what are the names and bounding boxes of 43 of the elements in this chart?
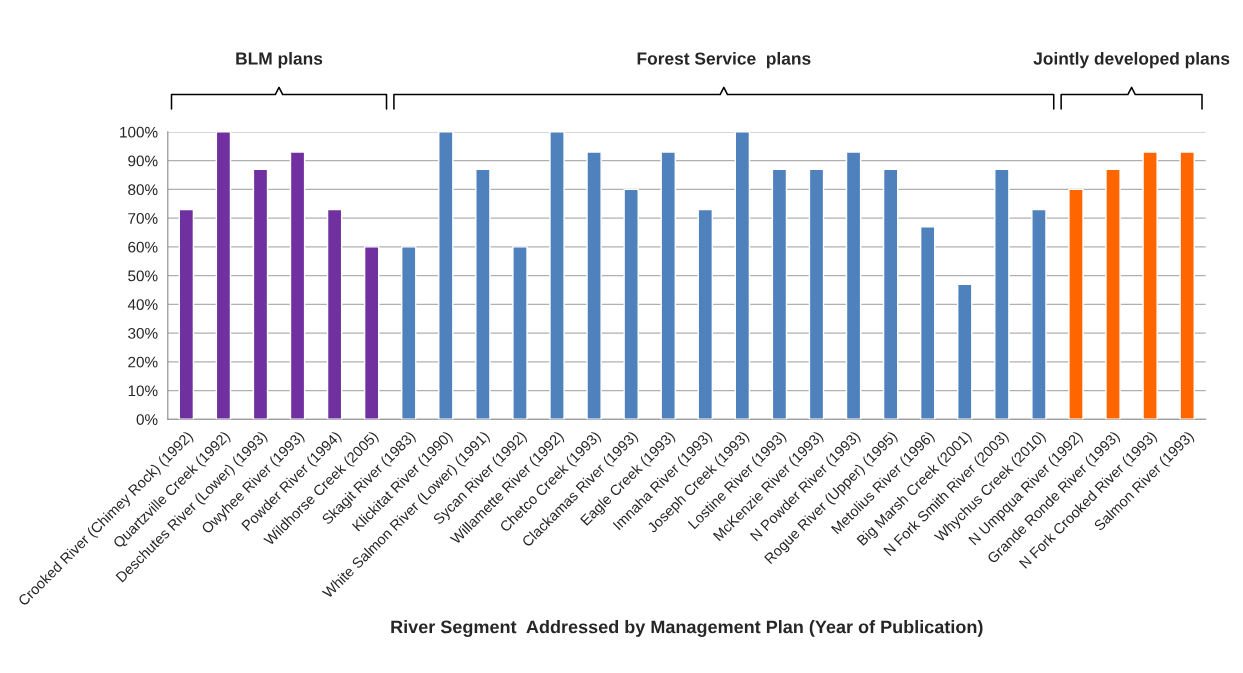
bar	[252, 168, 269, 420]
bar	[401, 246, 417, 420]
bar	[845, 151, 862, 420]
bar	[289, 151, 306, 420]
y-tick-label: 40%	[127, 299, 158, 311]
bar	[326, 208, 343, 420]
bar	[475, 168, 491, 420]
bar	[957, 283, 973, 420]
text: BLM plans	[236, 51, 323, 69]
bar	[994, 168, 1010, 420]
bar	[215, 131, 232, 420]
y-tick-label: 20%	[128, 356, 158, 368]
y-tick-label: 70%	[128, 212, 158, 224]
y-tick-label: 100%	[120, 126, 158, 138]
bar	[1179, 151, 1195, 420]
x-axis-title: River Segment Addressed by Management Plan (Year of Publication)	[391, 620, 983, 637]
text: Forest Service plans	[637, 51, 811, 69]
y-tick-label: 30%	[128, 327, 158, 339]
bar	[1031, 208, 1047, 420]
y-tick-label: 80%	[128, 184, 158, 196]
bar	[882, 168, 899, 420]
y-tick-label: 10%	[128, 385, 158, 397]
y-tick-label: 0%	[136, 414, 158, 425]
text: Jointly developed plans	[1033, 51, 1230, 69]
bar	[178, 208, 195, 420]
bar	[1068, 188, 1084, 420]
bar	[808, 168, 825, 420]
bar	[771, 168, 788, 420]
bar	[623, 188, 639, 420]
bar	[734, 131, 751, 420]
bar	[363, 246, 380, 420]
bar	[512, 246, 528, 420]
bar	[919, 226, 936, 420]
bar	[697, 208, 714, 420]
bar	[438, 131, 454, 420]
bar	[660, 151, 676, 420]
bar	[1142, 151, 1158, 420]
bar	[586, 151, 602, 420]
y-tick-label: 50%	[128, 270, 158, 282]
y-tick-label: 60%	[128, 241, 158, 253]
bar	[549, 131, 565, 420]
y-tick-label: 90%	[128, 155, 158, 167]
bar	[1105, 168, 1121, 420]
